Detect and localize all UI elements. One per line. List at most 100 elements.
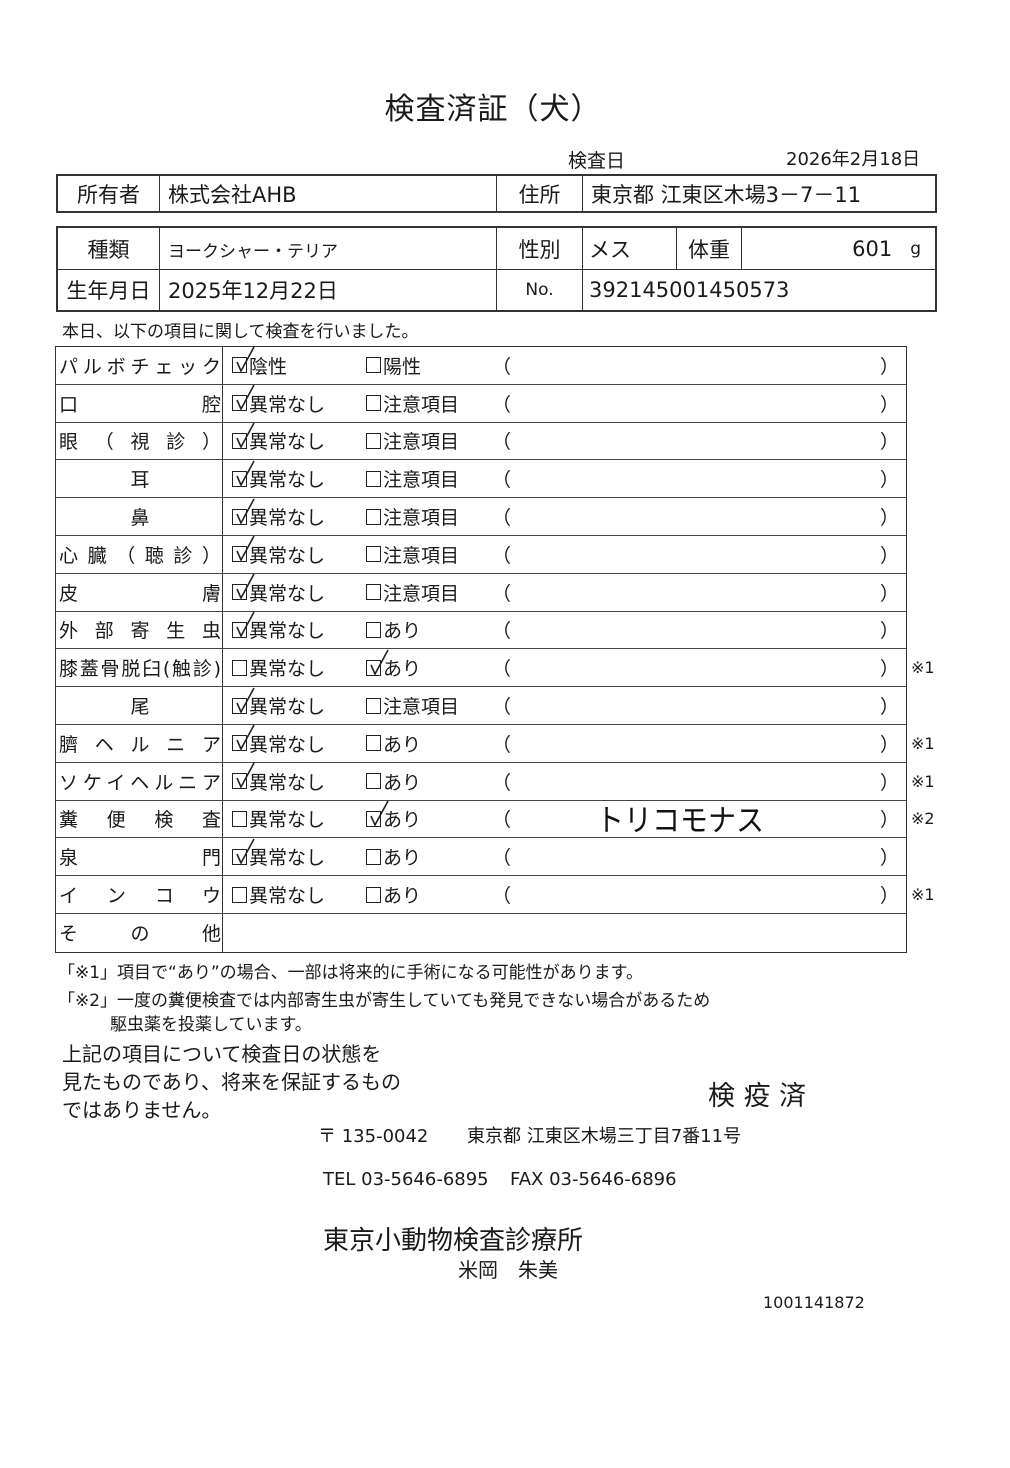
row-label-text: インコウ xyxy=(59,885,221,908)
weight-unit: g xyxy=(910,239,921,259)
checkbox[interactable] xyxy=(232,422,255,449)
option-normal[interactable]: 異常なし xyxy=(232,801,325,838)
postal-code: 〒 135-0042 xyxy=(318,1126,429,1147)
checkbox[interactable] xyxy=(232,838,255,865)
handwritten-check-icon xyxy=(236,498,255,524)
row-label-text: 皮膚 xyxy=(59,582,221,605)
checkbox[interactable] xyxy=(366,546,381,563)
row-label: 鼻 xyxy=(59,498,221,535)
checkbox[interactable] xyxy=(232,687,255,714)
checkbox[interactable] xyxy=(366,584,381,601)
option-label: あり xyxy=(383,771,422,794)
checkbox[interactable] xyxy=(366,848,381,865)
veterinarian-name: 米岡 朱美 xyxy=(458,1258,558,1282)
table-row: 眼（視診） 異常なし 注意項目 （ ） xyxy=(56,422,906,461)
checkbox[interactable] xyxy=(366,470,381,487)
checkbox[interactable] xyxy=(366,773,381,790)
option-abnormal[interactable]: 注意項目 xyxy=(366,385,459,422)
option-normal[interactable]: 陰性 xyxy=(232,347,287,384)
handwritten-check-icon xyxy=(370,800,389,826)
paren-open: （ xyxy=(492,469,512,492)
option-abnormal[interactable]: あり xyxy=(366,725,421,762)
table-row: 皮膚 異常なし 注意項目 （ ） xyxy=(56,573,906,612)
checkbox[interactable] xyxy=(232,498,255,525)
option-label: 異常なし xyxy=(249,771,326,794)
checkbox[interactable] xyxy=(232,762,255,790)
checkbox[interactable] xyxy=(366,649,389,676)
option-normal[interactable]: 異常なし xyxy=(232,535,325,573)
paren-open: （ xyxy=(492,733,512,756)
checkbox[interactable] xyxy=(366,508,381,525)
checkbox[interactable] xyxy=(232,611,255,638)
option-normal[interactable]: 異常なし xyxy=(232,498,325,535)
option-normal[interactable]: 異常なし xyxy=(232,573,325,611)
option-normal[interactable]: 異常なし xyxy=(232,460,325,497)
option-normal[interactable]: 異常なし xyxy=(232,762,326,800)
paren-close: ） xyxy=(880,355,900,378)
table-row: 膝蓋骨脱臼(触診) 異常なし あり （ ） ※1 xyxy=(56,649,935,688)
paren-close: ） xyxy=(880,771,900,794)
checkbox[interactable] xyxy=(232,347,255,374)
clinic-address: 東京都 江東区木場三丁目7番11号 xyxy=(467,1126,742,1147)
option-abnormal[interactable]: あり xyxy=(366,612,421,649)
paren-close: ） xyxy=(880,733,900,756)
option-normal[interactable]: 異常なし xyxy=(232,422,325,460)
owner-label: 所有者 xyxy=(58,176,160,211)
table-row: その他 xyxy=(56,913,906,952)
option-abnormal[interactable]: あり xyxy=(366,649,421,686)
checkbox[interactable] xyxy=(232,535,255,563)
checkbox[interactable] xyxy=(366,395,381,412)
checkbox[interactable] xyxy=(232,460,255,487)
option-abnormal[interactable]: あり xyxy=(366,838,421,875)
checkbox[interactable] xyxy=(232,810,247,827)
option-abnormal[interactable]: あり xyxy=(366,800,422,838)
option-abnormal[interactable]: 注意項目 xyxy=(366,498,459,535)
option-normal[interactable]: 異常なし xyxy=(232,838,325,875)
checkbox[interactable] xyxy=(232,573,255,601)
checkbox[interactable] xyxy=(366,697,381,714)
paren-close: ） xyxy=(880,847,900,870)
option-label: 注意項目 xyxy=(383,469,460,492)
table-row: 耳 異常なし 注意項目 （ ） xyxy=(56,460,906,499)
option-abnormal[interactable]: 注意項目 xyxy=(366,687,459,724)
checkbox[interactable] xyxy=(366,357,381,374)
option-abnormal[interactable]: 注意項目 xyxy=(366,423,459,460)
statement-line: ではありません。 xyxy=(62,1098,222,1122)
checkbox[interactable] xyxy=(366,886,381,903)
row-label-text: その他 xyxy=(59,923,221,946)
note-mark: ※1 xyxy=(911,885,935,905)
option-abnormal[interactable]: あり xyxy=(366,763,421,800)
checkbox[interactable] xyxy=(366,800,389,827)
option-abnormal[interactable]: 注意項目 xyxy=(366,574,459,611)
row-label: 尾 xyxy=(59,687,221,724)
checkbox[interactable] xyxy=(232,659,247,676)
option-normal[interactable]: 異常なし xyxy=(232,384,325,422)
option-label: 異常なし xyxy=(249,507,326,530)
option-normal[interactable]: 異常なし xyxy=(232,876,325,913)
handwritten-check-icon xyxy=(236,687,255,713)
row-label-text: 口腔 xyxy=(59,393,221,416)
checkbox[interactable] xyxy=(366,621,381,638)
row-label: ソケイヘルニア xyxy=(59,763,221,800)
option-abnormal[interactable]: 注意項目 xyxy=(366,536,459,573)
clinic-fax: FAX 03-5646-6896 xyxy=(510,1169,677,1190)
note-mark: ※1 xyxy=(911,733,935,753)
no-value: 392145001450573 xyxy=(589,278,790,302)
checkbox[interactable] xyxy=(366,735,381,752)
option-abnormal[interactable]: 陽性 xyxy=(366,347,421,384)
option-normal[interactable]: 異常なし xyxy=(232,649,325,686)
option-abnormal[interactable]: 注意項目 xyxy=(366,460,459,497)
checkbox[interactable] xyxy=(366,432,381,449)
option-normal[interactable]: 異常なし xyxy=(232,687,325,724)
option-normal[interactable]: 異常なし xyxy=(232,611,325,649)
table-row: ソケイヘルニア 異常なし あり （ ） ※1 xyxy=(56,762,935,801)
option-label: あり xyxy=(383,809,422,832)
exam-date: 2026年2月18日 xyxy=(786,149,921,170)
checkbox[interactable] xyxy=(232,886,247,903)
checkbox[interactable] xyxy=(232,724,255,752)
option-normal[interactable]: 異常なし xyxy=(232,724,325,762)
checkbox[interactable] xyxy=(232,384,255,412)
option-abnormal[interactable]: あり xyxy=(366,876,421,913)
option-label: 注意項目 xyxy=(383,431,460,454)
